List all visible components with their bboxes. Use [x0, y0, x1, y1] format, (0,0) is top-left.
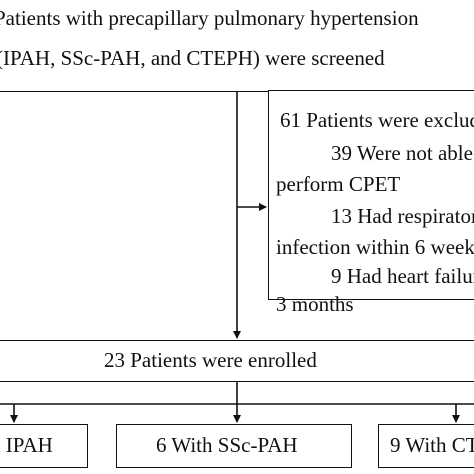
excluded-reason3-line2: 3 months [276, 292, 354, 316]
group-box-cteph [378, 424, 474, 468]
excluded-reason1-line1: 39 Were not able to [331, 141, 474, 165]
group-label-ipah: 8 With IPAH [0, 433, 53, 457]
screened-box [0, 0, 474, 92]
excluded-reason2-line2: infection within 6 weeks [276, 235, 474, 259]
excluded-header: 61 Patients were excluded [280, 108, 474, 132]
screened-text-line1: Patients with precapillary pulmonary hyp… [0, 6, 419, 30]
group-label-sscpah: 6 With SSc-PAH [156, 433, 298, 457]
excluded-box [268, 90, 474, 300]
excluded-reason1-line2: perform CPET [276, 172, 401, 196]
enrolled-label: 23 Patients were enrolled [104, 348, 317, 372]
screened-text-line2: (IPAH, SSc-PAH, and CTEPH) were screened [0, 46, 385, 70]
excluded-reason2-line1: 13 Had respiratory [331, 204, 474, 228]
group-box-ipah [0, 424, 88, 468]
enrolled-box [0, 340, 474, 382]
group-label-cteph: 9 With CTEPH [390, 433, 474, 457]
group-box-sscpah [116, 424, 352, 468]
excluded-reason3-line1: 9 Had heart failure within [331, 264, 474, 288]
